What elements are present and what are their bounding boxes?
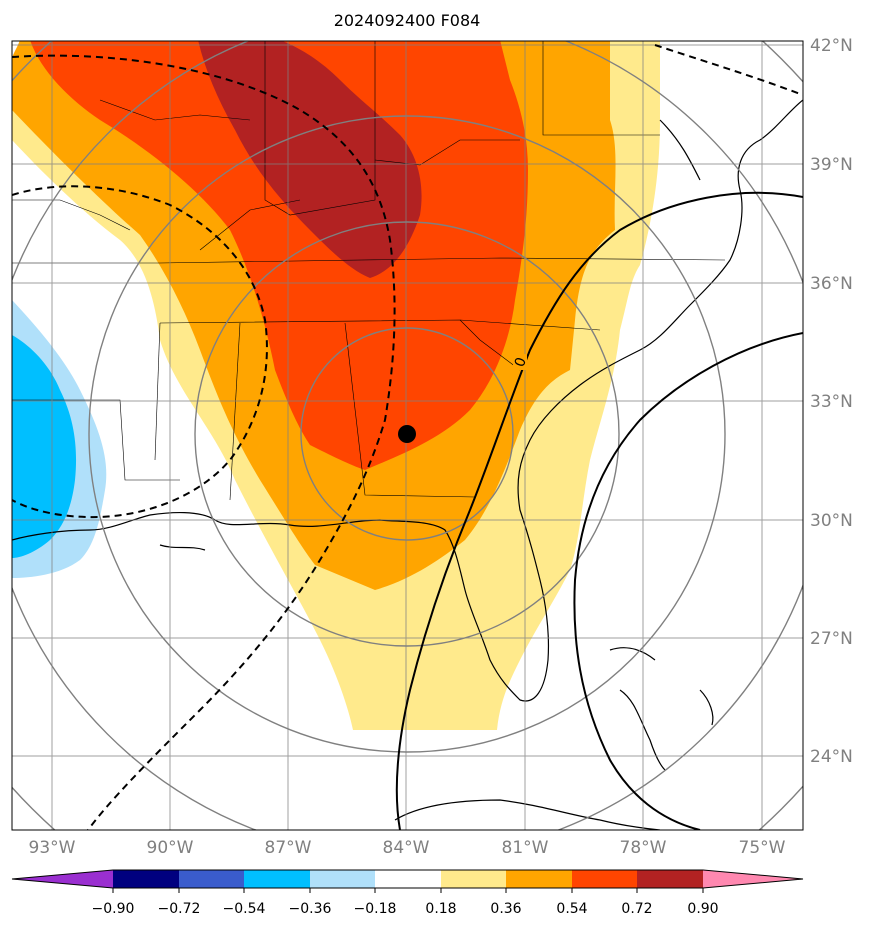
lon-label: 93°W — [29, 838, 76, 858]
lon-label: 78°W — [620, 838, 667, 858]
colorbar-segment — [244, 870, 310, 888]
colorbar-segment — [637, 870, 703, 888]
lat-label: 30°N — [810, 511, 853, 531]
contour-fill-blue — [12, 335, 77, 558]
colorbar-label: 0.18 — [425, 901, 456, 917]
colorbar-segment — [506, 870, 572, 888]
contour-label-zero: 0 — [512, 354, 530, 370]
lat-label: 27°N — [810, 629, 853, 649]
lat-lon-grid — [12, 41, 803, 830]
contour-fill-dark-red — [198, 41, 422, 278]
contour-line-dashed-main — [12, 54, 396, 830]
colorbar-segment — [375, 870, 441, 888]
lon-label: 84°W — [383, 838, 430, 858]
colorbar-label: 0.90 — [687, 901, 718, 917]
state-borders — [12, 41, 726, 501]
colorbar-label: 0.36 — [490, 901, 521, 917]
map-frame — [11, 40, 804, 831]
lat-label: 33°N — [810, 392, 853, 412]
latitude-labels: 42°N 39°N 36°N 33°N 30°N 27°N 24°N — [810, 36, 853, 767]
colorbar-segment — [441, 870, 506, 888]
colorbar-extend-low — [12, 870, 113, 888]
colorbar-segment — [179, 870, 244, 888]
lon-label: 87°W — [265, 838, 312, 858]
figure-title: 2024092400 F084 — [334, 11, 481, 30]
contour-line-dashed-ne — [654, 44, 803, 96]
colorbar-label: 0.72 — [621, 901, 652, 917]
lat-label: 36°N — [810, 274, 853, 294]
lat-label: 39°N — [810, 155, 853, 175]
contour-line-east — [573, 332, 803, 830]
center-marker — [398, 425, 416, 443]
colorbar-segment — [113, 870, 179, 888]
contour-line-zero — [395, 191, 803, 830]
colorbar-segment — [572, 870, 637, 888]
colorbar-label: 0.54 — [556, 901, 587, 917]
colorbar-label: −0.54 — [223, 901, 266, 917]
colorbar-label: −0.72 — [158, 901, 201, 917]
colorbar-segment — [310, 870, 375, 888]
contour-lines — [12, 44, 803, 830]
colorbar-extend-high — [703, 870, 803, 888]
longitude-labels: 93°W 90°W 87°W 84°W 81°W 78°W 75°W — [29, 838, 786, 858]
colorbar-label: −0.36 — [289, 901, 332, 917]
lon-label: 81°W — [502, 838, 549, 858]
colorbar-label: −0.18 — [354, 901, 397, 917]
lon-label: 90°W — [147, 838, 194, 858]
colorbar-label: −0.90 — [92, 901, 135, 917]
lon-label: 75°W — [739, 838, 786, 858]
colorbar-ticks — [112, 888, 704, 893]
colorbar: −0.90 −0.72 −0.54 −0.36 −0.18 0.18 0.36 … — [11, 869, 804, 917]
lat-label: 24°N — [810, 747, 853, 767]
filled-contours — [12, 41, 660, 730]
contour-line-dashed-west — [12, 185, 268, 519]
lat-label: 42°N — [810, 36, 853, 56]
